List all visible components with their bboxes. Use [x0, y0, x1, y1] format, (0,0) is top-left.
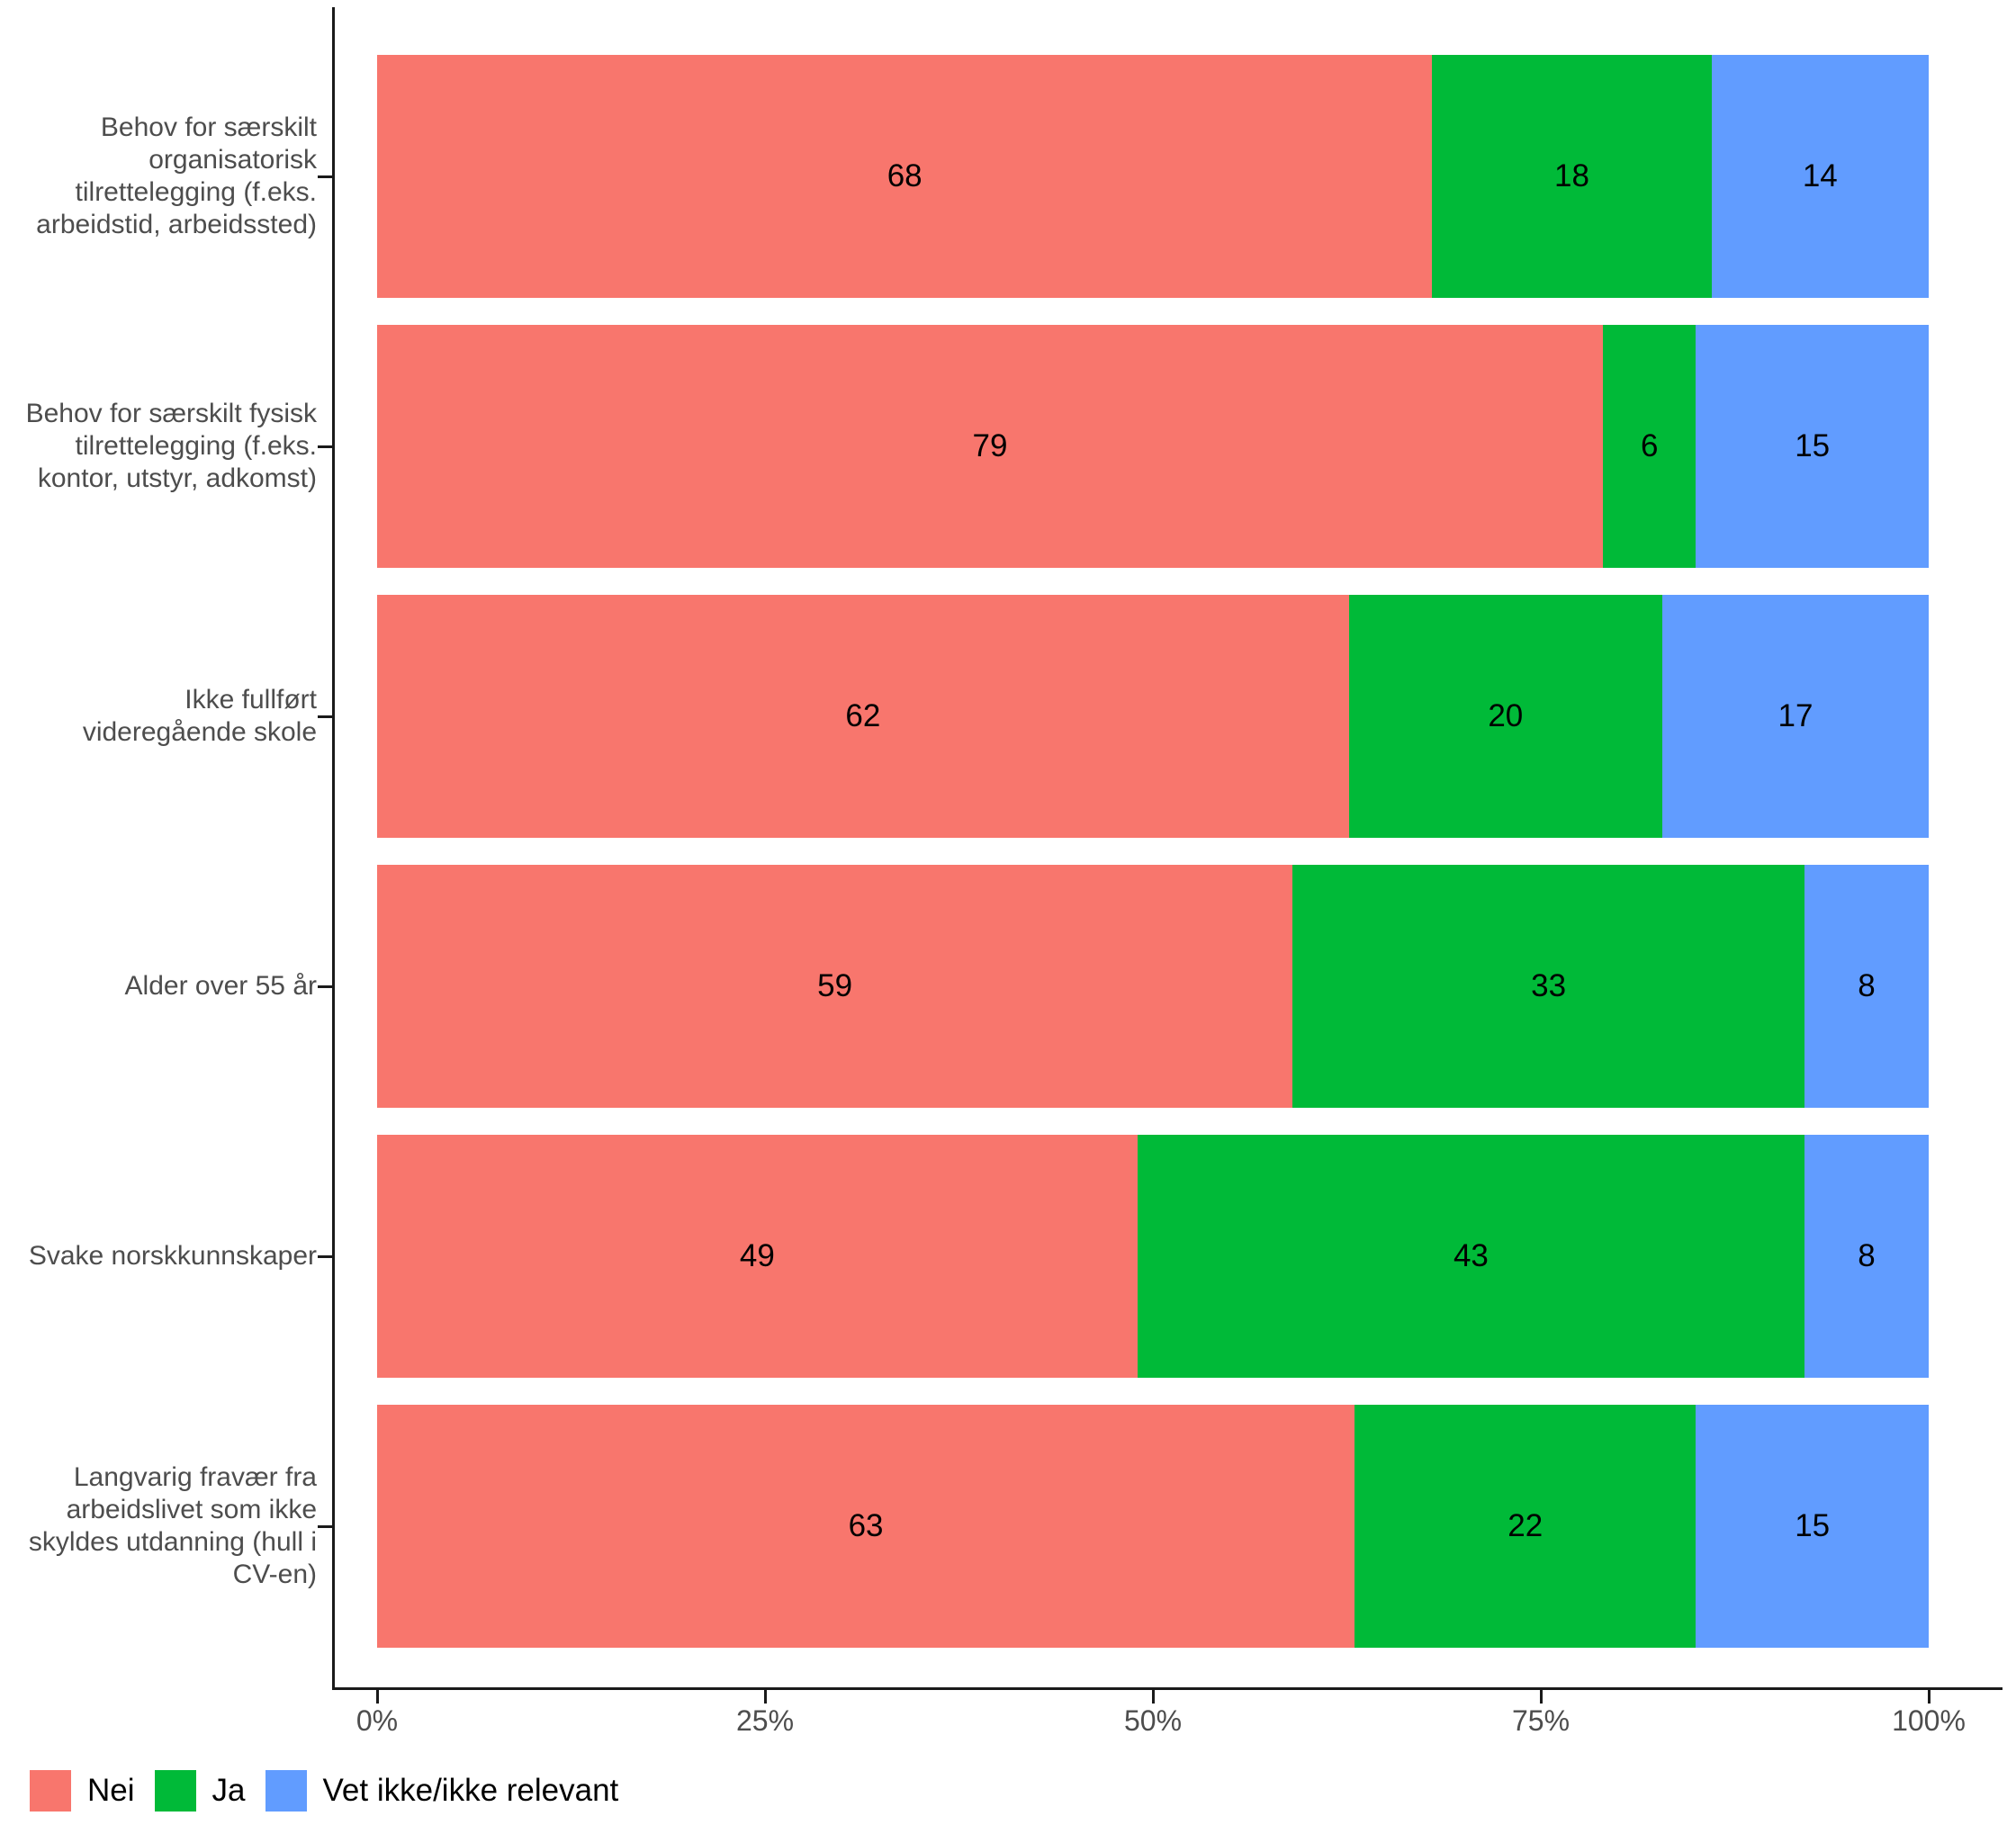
y-tick: [318, 175, 332, 178]
legend-label: Ja: [212, 1773, 246, 1808]
bar-segment-ja: 18: [1432, 55, 1712, 298]
x-tick-label: 50%: [1123, 1704, 1183, 1737]
x-tick-label: 25%: [735, 1704, 795, 1737]
legend-item: Nei: [30, 1770, 155, 1812]
bar-value-label: 8: [1858, 968, 1876, 1003]
bar-value-label: 8: [1858, 1238, 1876, 1273]
x-tick: [376, 1689, 379, 1704]
bar-value-label: 15: [1795, 428, 1831, 463]
bar-segment-ja: 22: [1354, 1405, 1696, 1648]
bar-segment-nei: 59: [377, 865, 1293, 1108]
bar-segment-nei: 63: [377, 1405, 1355, 1648]
legend-label: Nei: [87, 1773, 135, 1808]
bar-segment-ja: 20: [1348, 595, 1662, 838]
bar-segment-vet-ikke-ikke-relevant: 15: [1696, 1405, 1929, 1648]
legend: Nei Ja Vet ikke/ikke relevant: [30, 1766, 638, 1816]
bar-value-label: 43: [1453, 1238, 1489, 1273]
bar-row: 59 33 8: [377, 865, 1929, 1108]
legend-label: Vet ikke/ikke relevant: [322, 1773, 619, 1808]
x-tick-label: 75%: [1511, 1704, 1570, 1737]
bar-segment-nei: 68: [377, 55, 1433, 298]
legend-key: [154, 1770, 196, 1812]
y-tick: [318, 1525, 332, 1528]
bar-segment-ja: 43: [1137, 1135, 1805, 1378]
bar-value-label: 62: [845, 698, 881, 733]
bar-segment-nei: 79: [377, 325, 1603, 568]
legend-key: [265, 1770, 307, 1812]
x-tick-label: 0%: [356, 1704, 399, 1737]
bar-value-label: 18: [1554, 158, 1589, 193]
legend-item: Vet ikke/ikke relevant: [265, 1770, 639, 1812]
bar-segment-ja: 33: [1292, 865, 1805, 1108]
bar-value-label: 59: [817, 968, 853, 1003]
x-tick: [1928, 1689, 1930, 1704]
legend-item: Ja: [154, 1770, 266, 1812]
y-axis-line: [332, 7, 335, 1690]
bar-segment-nei: 62: [377, 595, 1349, 838]
y-axis-label: Alder over 55 år: [124, 971, 317, 1001]
bar-value-label: 68: [886, 158, 922, 193]
y-tick: [318, 445, 332, 448]
x-tick: [1540, 1689, 1543, 1704]
y-axis-label: Behov for særskilt fysisk tilretteleggin…: [25, 399, 317, 493]
bar-value-label: 33: [1531, 968, 1567, 1003]
legend-key: [30, 1770, 71, 1812]
bar-value-label: 17: [1778, 698, 1814, 733]
bar-row: 79 6 15: [377, 325, 1929, 568]
bar-value-label: 79: [972, 428, 1008, 463]
y-tick: [318, 985, 332, 988]
bar-segment-vet-ikke-ikke-relevant: 15: [1696, 325, 1929, 568]
y-tick: [318, 1255, 332, 1258]
bar-value-label: 14: [1802, 158, 1838, 193]
y-axis-label: Langvarig fravær fra arbeidslivet som ik…: [28, 1462, 317, 1589]
bar-row: 63 22 15: [377, 1405, 1929, 1648]
x-axis-line: [332, 1687, 2002, 1690]
bar-value-label: 22: [1508, 1508, 1544, 1543]
y-axis-label: Svake norskkunnskaper: [28, 1241, 317, 1271]
bar-value-label: 49: [739, 1238, 775, 1273]
bar-segment-nei: 49: [377, 1135, 1138, 1378]
x-tick: [1152, 1689, 1155, 1704]
x-tick: [764, 1689, 767, 1704]
bar-value-label: 15: [1795, 1508, 1831, 1543]
bar-value-label: 63: [848, 1508, 884, 1543]
bar-segment-vet-ikke-ikke-relevant: 8: [1804, 865, 1929, 1108]
y-axis-label: Ikke fullført videregående skole: [82, 685, 317, 747]
bar-value-label: 6: [1640, 428, 1659, 463]
bar-segment-vet-ikke-ikke-relevant: 17: [1661, 595, 1929, 838]
bar-segment-ja: 6: [1602, 325, 1696, 568]
x-tick-label: 100%: [1892, 1704, 1966, 1737]
bar-value-label: 20: [1488, 698, 1524, 733]
bar-segment-vet-ikke-ikke-relevant: 8: [1804, 1135, 1929, 1378]
bar-row: 49 43 8: [377, 1135, 1929, 1378]
y-tick: [318, 715, 332, 718]
bar-row: 68 18 14: [377, 55, 1929, 298]
y-axis-label: Behov for særskilt organisatorisk tilret…: [36, 112, 317, 239]
bar-row: 62 20 17: [377, 595, 1929, 838]
bar-segment-vet-ikke-ikke-relevant: 14: [1711, 55, 1929, 298]
